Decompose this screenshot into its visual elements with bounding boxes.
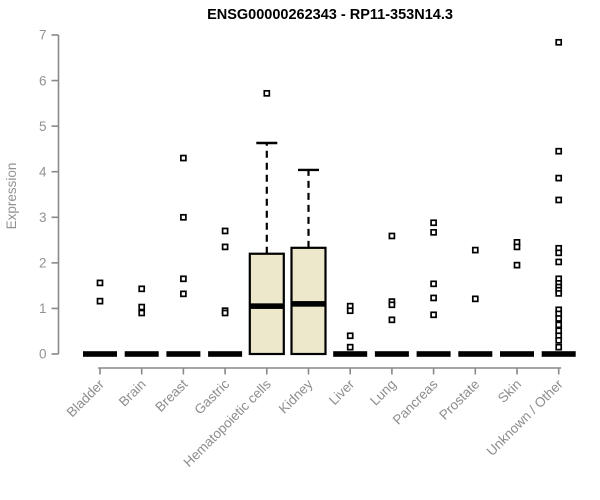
median-line [291,301,326,307]
box-rect [290,246,327,356]
box-group-unknown-other [541,38,576,357]
x-axis-label-breast: Breast [152,376,190,414]
median-line [208,351,243,357]
box-group-liver [333,302,368,357]
box-group-skin [500,239,534,357]
outlier-point [555,147,563,155]
outlier-point [513,261,521,269]
x-axis-label-bladder: Bladder [64,376,108,420]
outlier-point [430,311,437,319]
outlier-point [180,154,187,162]
chart-title: ENSG00000262343 - RP11-353N14.3 [207,7,453,23]
y-tick-label: 0 [39,347,47,362]
outlier-point [346,332,354,340]
outlier-point [138,309,146,317]
median-line [500,351,534,357]
median-line [124,351,159,357]
y-axis-title: Expression [4,163,19,230]
x-axis-label-liver: Liver [326,376,358,408]
median-line [166,351,201,357]
outlier-point [138,303,146,311]
y-tick-label: 6 [39,73,47,88]
box-group-bladder [83,279,117,357]
y-tick-label: 7 [39,28,47,43]
median-line [416,351,451,357]
box-group-lung [374,232,409,357]
outlier-point [96,297,104,305]
outlier-point [180,290,187,298]
outlier-point [555,249,563,257]
outlier-point [555,343,563,351]
outlier-point [221,227,229,235]
outlier-point [471,295,479,303]
median-line [249,303,284,309]
outlier-point [180,213,187,221]
outlier-point [388,301,396,309]
outlier-point [96,279,104,287]
outlier-point [138,285,146,293]
box-group-pancreas [416,219,451,357]
x-axis-label-skin: Skin [495,377,524,406]
outlier-point [555,315,563,322]
median-line [83,351,117,357]
y-tick-label: 4 [39,164,47,179]
box-group-prostate [458,246,493,357]
outlier-point [555,336,563,344]
box-group-kidney [290,168,327,356]
outlier-point [555,196,563,204]
median-line [458,351,493,357]
x-axis-label-brain: Brain [116,377,149,410]
median-line [333,351,368,357]
box-series-layer [83,38,576,357]
x-axis-label-gastric: Gastric [191,376,232,417]
y-tick-label: 3 [39,210,47,225]
outlier-point [430,280,437,288]
box-group-hematopoietic-cells [248,89,285,356]
outlier-point [555,258,563,266]
median-line [541,351,576,357]
y-tick-label: 5 [39,119,47,134]
outlier-point [346,343,354,351]
x-axis-label-kidney: Kidney [276,376,316,416]
outlier-point [471,246,479,254]
box-group-brain [124,285,159,357]
outlier-point [221,243,229,251]
outlier-point [388,232,396,240]
box-group-breast [166,154,201,357]
outlier-point [555,290,563,297]
x-axis-label-lung: Lung [367,377,399,409]
outlier-point [263,89,271,97]
y-tick-label: 2 [39,256,47,271]
outlier-point [513,243,521,251]
outlier-point [221,309,229,317]
outlier-point [555,321,563,329]
outlier-point [555,38,563,46]
outlier-point [346,307,354,315]
box-group-gastric [208,227,243,357]
outlier-point [388,316,396,324]
x-axis-label-pancreas: Pancreas [390,376,441,427]
outlier-point [430,294,437,302]
outlier-point [430,219,437,227]
outlier-point [180,275,187,283]
x-axis-label-unknown-other: Unknown / Other [484,376,567,459]
outlier-point [555,174,563,182]
x-axis-label-prostate: Prostate [436,377,482,423]
outlier-point [430,228,437,236]
y-tick-label: 1 [39,301,47,316]
median-line [374,351,409,357]
